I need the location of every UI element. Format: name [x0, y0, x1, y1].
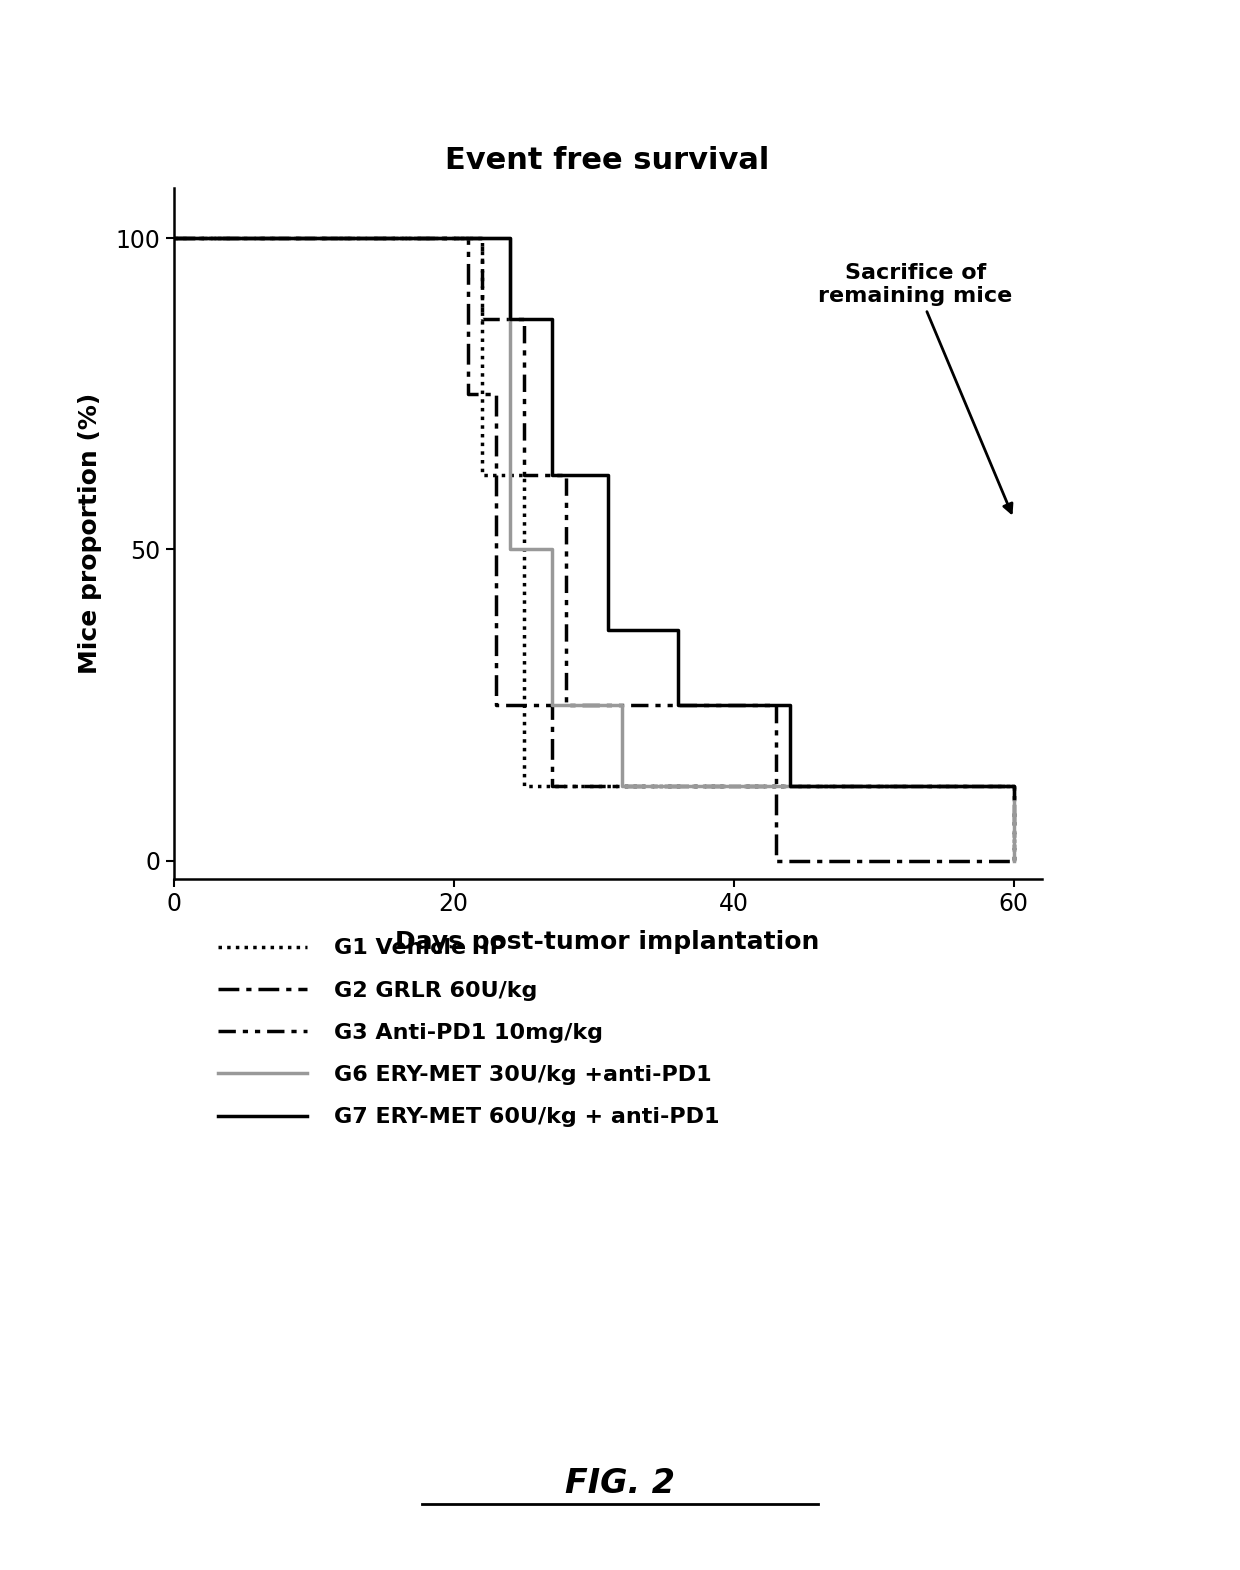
Legend: G1 Vehicle  IP, G2 GRLR 60U/kg, G3 Anti-PD1 10mg/kg, G6 ERY-MET 30U/kg +anti-PD1: G1 Vehicle IP, G2 GRLR 60U/kg, G3 Anti-P…	[210, 929, 728, 1137]
X-axis label: Days post-tumor implantation: Days post-tumor implantation	[396, 931, 820, 955]
Text: FIG. 2: FIG. 2	[565, 1466, 675, 1501]
Text: Sacrifice of
remaining mice: Sacrifice of remaining mice	[818, 264, 1013, 513]
Y-axis label: Mice proportion (%): Mice proportion (%)	[78, 392, 102, 675]
Title: Event free survival: Event free survival	[445, 146, 770, 174]
